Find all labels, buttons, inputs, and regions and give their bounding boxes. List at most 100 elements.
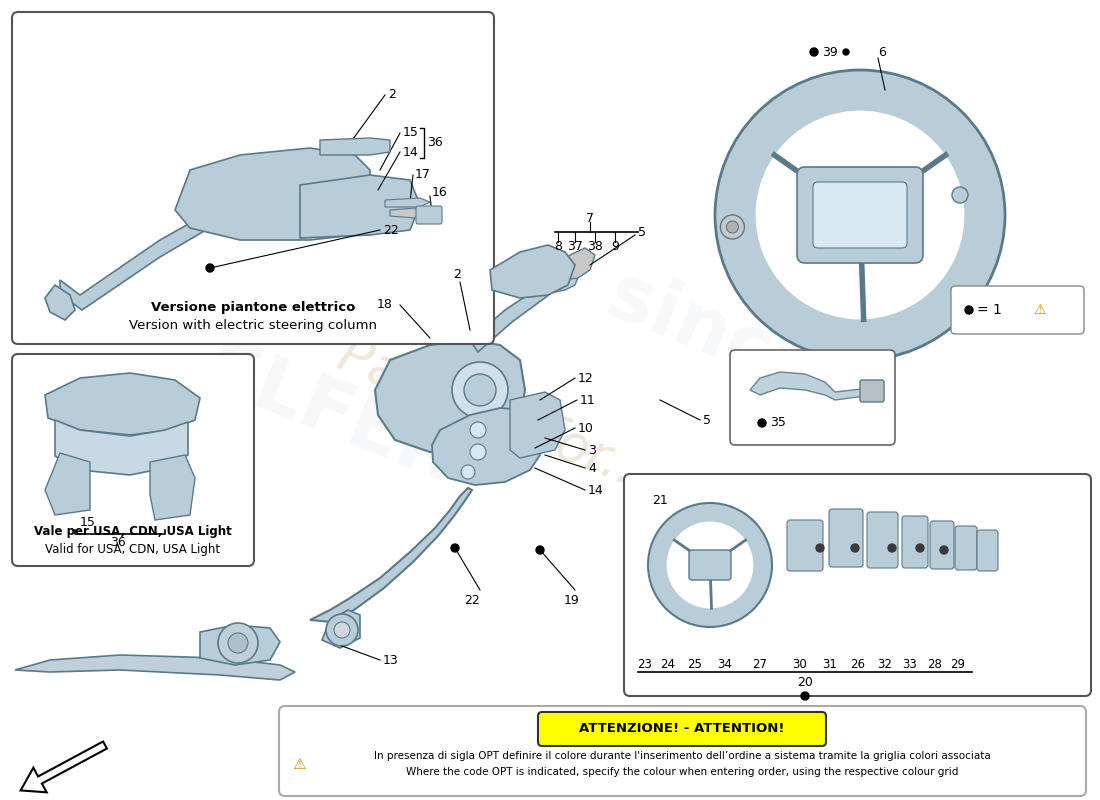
Text: 5: 5 — [703, 414, 711, 426]
Polygon shape — [385, 198, 430, 207]
Text: 28: 28 — [927, 658, 943, 671]
Polygon shape — [510, 392, 565, 458]
Circle shape — [940, 546, 948, 554]
Circle shape — [451, 544, 459, 552]
Circle shape — [715, 70, 1005, 360]
FancyBboxPatch shape — [930, 521, 954, 569]
Polygon shape — [45, 285, 75, 320]
Polygon shape — [322, 610, 360, 648]
Text: Versione piantone elettrico: Versione piantone elettrico — [151, 302, 355, 314]
Polygon shape — [45, 373, 200, 435]
Circle shape — [452, 362, 508, 418]
Text: 22: 22 — [383, 223, 398, 237]
Text: 36: 36 — [110, 535, 125, 549]
Text: 24: 24 — [660, 658, 675, 671]
Text: 3: 3 — [588, 443, 596, 457]
Circle shape — [461, 465, 475, 479]
Text: 4: 4 — [588, 462, 596, 474]
Polygon shape — [310, 488, 472, 622]
Circle shape — [851, 544, 859, 552]
Text: = 1: = 1 — [977, 303, 1002, 317]
Text: ⚠: ⚠ — [293, 757, 306, 771]
Text: 29: 29 — [950, 658, 966, 671]
Polygon shape — [60, 155, 358, 310]
FancyBboxPatch shape — [798, 167, 923, 263]
Text: 12: 12 — [578, 371, 594, 385]
Circle shape — [801, 692, 808, 700]
Polygon shape — [45, 453, 90, 515]
Polygon shape — [15, 655, 295, 680]
Circle shape — [916, 544, 924, 552]
Polygon shape — [470, 278, 562, 352]
Circle shape — [888, 544, 896, 552]
Text: 7: 7 — [586, 211, 594, 225]
Text: Vale per USA, CDN, USA Light: Vale per USA, CDN, USA Light — [34, 526, 232, 538]
Text: 33: 33 — [903, 658, 917, 671]
FancyArrow shape — [21, 742, 107, 792]
Text: 5: 5 — [638, 226, 646, 238]
Circle shape — [326, 614, 358, 646]
Polygon shape — [390, 208, 420, 218]
Text: 16: 16 — [432, 186, 448, 199]
Text: Valid for USA, CDN, USA Light: Valid for USA, CDN, USA Light — [45, 542, 221, 555]
Circle shape — [334, 622, 350, 638]
Circle shape — [832, 187, 888, 243]
Circle shape — [470, 444, 486, 460]
FancyBboxPatch shape — [813, 182, 908, 248]
Circle shape — [536, 546, 544, 554]
Text: 2: 2 — [453, 269, 461, 282]
Text: Where the code OPT is indicated, specify the colour when entering order, using t: Where the code OPT is indicated, specify… — [406, 767, 958, 777]
Text: 25: 25 — [688, 658, 703, 671]
Polygon shape — [556, 248, 595, 280]
Circle shape — [726, 221, 738, 233]
Text: 39: 39 — [822, 46, 838, 58]
FancyBboxPatch shape — [977, 530, 998, 571]
Text: 36: 36 — [427, 137, 442, 150]
Text: 22: 22 — [464, 594, 480, 606]
Text: 2: 2 — [388, 89, 396, 102]
Circle shape — [816, 544, 824, 552]
FancyBboxPatch shape — [730, 350, 895, 445]
FancyBboxPatch shape — [867, 512, 898, 568]
Text: 32: 32 — [878, 658, 892, 671]
Circle shape — [844, 199, 876, 231]
FancyBboxPatch shape — [12, 354, 254, 566]
FancyBboxPatch shape — [689, 550, 732, 580]
Circle shape — [470, 422, 486, 438]
Circle shape — [667, 522, 754, 608]
Text: sinch: sinch — [596, 259, 834, 413]
Polygon shape — [432, 408, 540, 485]
Circle shape — [228, 633, 248, 653]
FancyBboxPatch shape — [860, 380, 884, 402]
Text: 19: 19 — [564, 594, 580, 606]
Text: Version with electric steering column: Version with electric steering column — [129, 319, 377, 333]
Polygon shape — [300, 175, 420, 238]
Text: 21: 21 — [652, 494, 668, 506]
Polygon shape — [175, 148, 370, 240]
Text: 14: 14 — [403, 146, 419, 158]
Text: 31: 31 — [823, 658, 837, 671]
FancyBboxPatch shape — [902, 516, 928, 568]
FancyBboxPatch shape — [416, 206, 442, 224]
FancyBboxPatch shape — [624, 474, 1091, 696]
Circle shape — [648, 503, 772, 627]
FancyBboxPatch shape — [279, 706, 1086, 796]
Circle shape — [810, 48, 818, 56]
FancyBboxPatch shape — [952, 286, 1084, 334]
Text: 26: 26 — [850, 658, 866, 671]
Polygon shape — [750, 372, 872, 400]
FancyBboxPatch shape — [538, 712, 826, 746]
Text: 9: 9 — [612, 239, 619, 253]
Text: 8: 8 — [554, 239, 562, 253]
Text: 15: 15 — [80, 515, 96, 529]
Text: 6: 6 — [878, 46, 886, 58]
Text: ATTENZIONE! - ATTENTION!: ATTENZIONE! - ATTENTION! — [580, 722, 784, 735]
Text: 38: 38 — [587, 239, 603, 253]
Polygon shape — [55, 420, 188, 475]
FancyBboxPatch shape — [12, 12, 494, 344]
Circle shape — [843, 49, 849, 55]
Circle shape — [464, 374, 496, 406]
FancyBboxPatch shape — [955, 526, 977, 570]
Polygon shape — [200, 625, 280, 665]
Text: 17: 17 — [415, 169, 431, 182]
